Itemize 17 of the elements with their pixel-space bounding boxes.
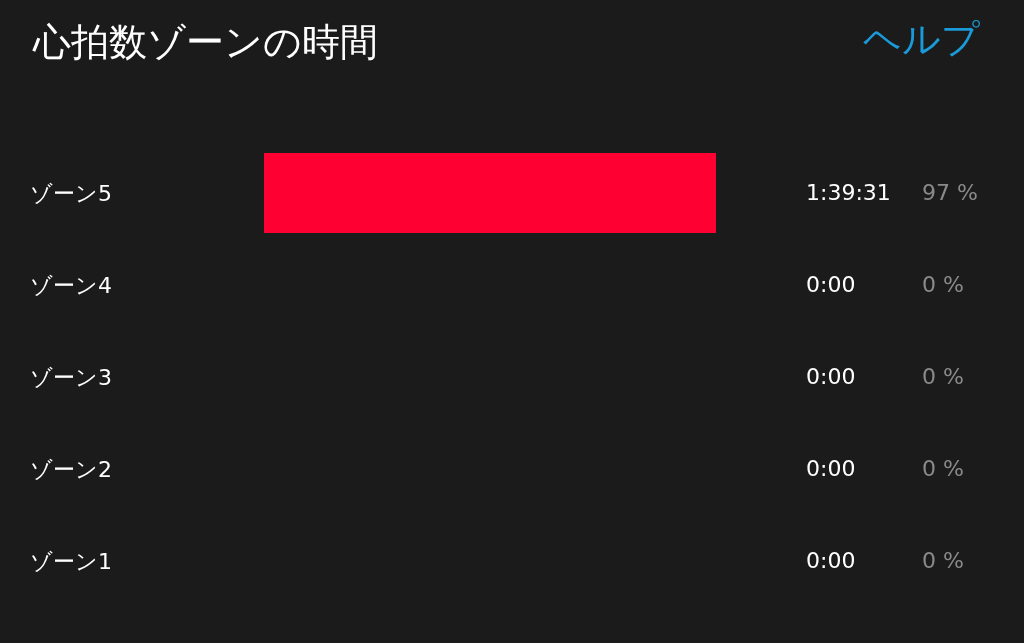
text: 0 %: [922, 455, 964, 481]
y-tick-label: ゾーン4: [30, 272, 112, 298]
text: 0:00: [806, 363, 856, 389]
text: 0:00: [806, 271, 856, 297]
y-tick-label: ゾーン5: [30, 180, 112, 206]
text: 0:00: [806, 455, 856, 481]
y-tick-label: ゾーン3: [30, 364, 112, 390]
text: 97 %: [922, 179, 978, 205]
text: ヘルプ: [863, 17, 980, 61]
chart-title: 心拍数ゾーンの時間: [32, 20, 378, 64]
y-tick-label: ゾーン1: [30, 548, 112, 574]
y-tick-label: ゾーン2: [30, 456, 112, 482]
text: 1:39:31: [806, 179, 891, 205]
text: 0:00: [806, 547, 856, 573]
text: 0 %: [922, 547, 964, 573]
text: 0 %: [922, 363, 964, 389]
text: 0 %: [922, 271, 964, 297]
